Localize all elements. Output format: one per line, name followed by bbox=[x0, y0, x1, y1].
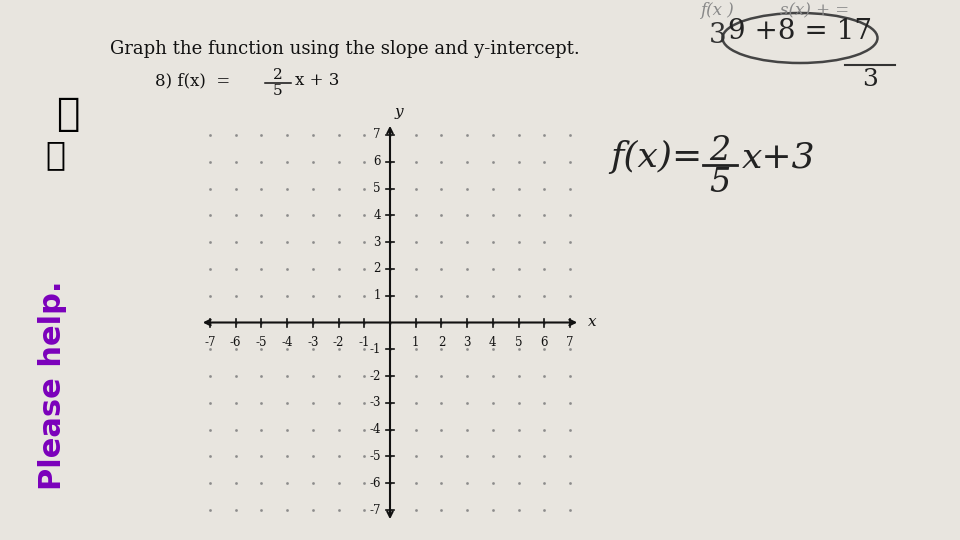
Text: -3: -3 bbox=[307, 336, 319, 349]
Text: 3: 3 bbox=[862, 68, 878, 91]
Text: 2: 2 bbox=[274, 68, 283, 82]
Text: y: y bbox=[395, 105, 403, 119]
Text: 5: 5 bbox=[515, 336, 522, 349]
Text: -6: -6 bbox=[230, 336, 242, 349]
Text: -4: -4 bbox=[370, 423, 381, 436]
Text: 7: 7 bbox=[373, 129, 381, 141]
Text: f(x ): f(x ) bbox=[700, 2, 733, 19]
Text: -5: -5 bbox=[255, 336, 267, 349]
Text: -2: -2 bbox=[370, 369, 381, 382]
Text: -7: -7 bbox=[370, 503, 381, 516]
Text: 1: 1 bbox=[373, 289, 381, 302]
Text: Graph the function using the slope and y-intercept.: Graph the function using the slope and y… bbox=[110, 40, 580, 58]
Text: 6: 6 bbox=[540, 336, 548, 349]
Text: 3: 3 bbox=[464, 336, 471, 349]
Text: 1: 1 bbox=[412, 336, 420, 349]
Text: x: x bbox=[588, 314, 596, 328]
Text: -1: -1 bbox=[359, 336, 370, 349]
Text: 5: 5 bbox=[373, 182, 381, 195]
Text: 5: 5 bbox=[709, 167, 731, 199]
Text: 4: 4 bbox=[373, 209, 381, 222]
Text: 5: 5 bbox=[274, 84, 283, 98]
Text: -2: -2 bbox=[333, 336, 345, 349]
Text: -5: -5 bbox=[370, 450, 381, 463]
Text: -3: -3 bbox=[370, 396, 381, 409]
Text: -7: -7 bbox=[204, 336, 216, 349]
Text: 2: 2 bbox=[709, 135, 731, 167]
Text: 3: 3 bbox=[373, 235, 381, 248]
Text: 9 +8 = 17: 9 +8 = 17 bbox=[728, 18, 872, 45]
Text: x+3: x+3 bbox=[742, 140, 816, 174]
Text: s(x) + =: s(x) + = bbox=[780, 2, 850, 19]
Text: 2: 2 bbox=[373, 262, 381, 275]
Text: 8) f(x)  =: 8) f(x) = bbox=[155, 72, 235, 89]
Text: 📢: 📢 bbox=[45, 138, 65, 171]
Text: Please help.: Please help. bbox=[38, 280, 67, 490]
Text: -4: -4 bbox=[281, 336, 293, 349]
Text: 6: 6 bbox=[373, 156, 381, 168]
Text: 2: 2 bbox=[438, 336, 445, 349]
Text: -6: -6 bbox=[370, 477, 381, 490]
Text: 3: 3 bbox=[709, 22, 727, 49]
Text: 📢: 📢 bbox=[57, 95, 80, 133]
Text: -1: -1 bbox=[370, 343, 381, 356]
Text: x + 3: x + 3 bbox=[295, 72, 340, 89]
Text: f(x)=: f(x)= bbox=[610, 140, 703, 174]
Text: 7: 7 bbox=[566, 336, 574, 349]
Text: 4: 4 bbox=[489, 336, 496, 349]
